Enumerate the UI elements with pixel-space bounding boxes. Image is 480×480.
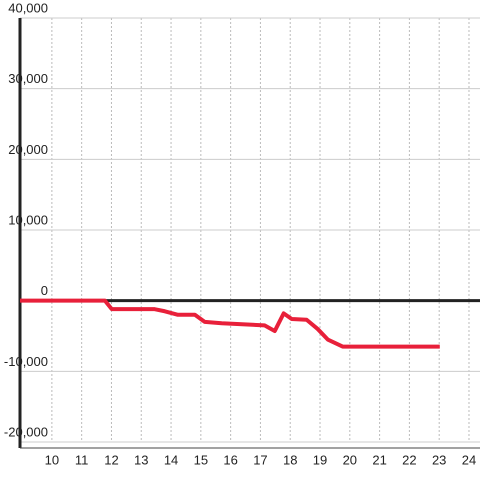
- y-tick-label: 20,000: [8, 142, 48, 157]
- x-tick-label: 20: [343, 452, 357, 467]
- x-tick-label: 22: [402, 452, 416, 467]
- y-tick-label: 30,000: [8, 71, 48, 86]
- x-tick-label: 23: [432, 452, 446, 467]
- x-tick-label: 17: [253, 452, 267, 467]
- y-tick-label: 10,000: [8, 212, 48, 227]
- x-tick-label: 13: [134, 452, 148, 467]
- x-tick-label: 10: [45, 452, 59, 467]
- y-tick-label: 40,000: [8, 0, 48, 15]
- y-tick-label: 0: [41, 283, 48, 298]
- x-tick-label: 15: [194, 452, 208, 467]
- x-tick-label: 24: [462, 452, 476, 467]
- y-tick-label: -10,000: [4, 354, 48, 369]
- x-tick-label: 21: [372, 452, 386, 467]
- x-tick-label: 11: [75, 452, 89, 467]
- x-tick-label: 12: [104, 452, 118, 467]
- line: [20, 298, 440, 349]
- x-tick-label: 18: [283, 452, 297, 467]
- x-tick-label: 19: [313, 452, 327, 467]
- x-tick-label: 14: [164, 452, 178, 467]
- y-tick-label: -20,000: [4, 424, 48, 439]
- x-tick-label: 16: [223, 452, 237, 467]
